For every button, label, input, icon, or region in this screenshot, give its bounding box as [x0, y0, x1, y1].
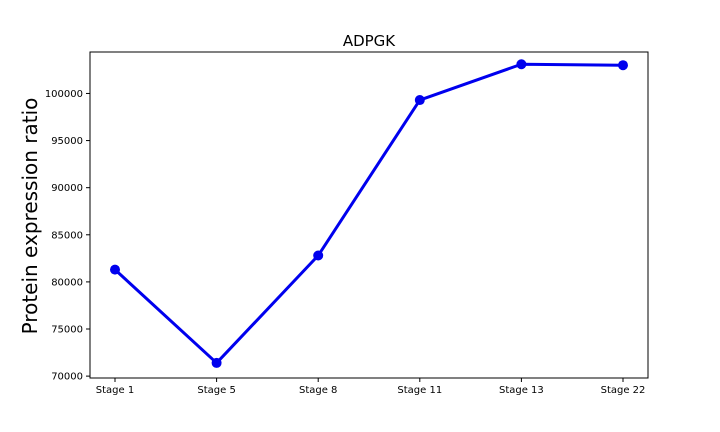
- series-layer: [110, 59, 628, 368]
- y-tick-label: 100000: [45, 89, 83, 100]
- chart-title: ADPGK: [343, 32, 396, 50]
- data-point: [516, 59, 527, 70]
- y-tick-label: 75000: [51, 325, 83, 336]
- x-tick-label: Stage 13: [499, 385, 544, 396]
- x-tick-label: Stage 11: [397, 385, 442, 396]
- y-tick-label: 80000: [51, 277, 83, 288]
- x-axis-ticks: Stage 1 Stage 5 Stage 8 Stage 11 Stage 13 Sta…: [96, 378, 646, 396]
- data-point: [414, 95, 425, 106]
- series-line: [113, 62, 624, 365]
- plot-frame: [89, 51, 649, 379]
- data-point: [211, 357, 222, 368]
- x-tick-label: Stage 8: [299, 385, 337, 396]
- y-tick-label: 95000: [51, 136, 83, 147]
- x-tick-label: Stage 22: [601, 385, 646, 396]
- y-tick-label: 70000: [51, 372, 83, 383]
- x-tick-label: Stage 5: [197, 385, 235, 396]
- data-point: [618, 60, 628, 71]
- data-point: [110, 264, 120, 275]
- y-axis-ticks: 70000 75000 80000 85000 90000 95000 100000: [45, 89, 90, 383]
- y-tick-label: 90000: [51, 183, 83, 194]
- x-tick-label: Stage 1: [96, 385, 134, 396]
- data-point: [313, 250, 324, 261]
- y-tick-label: 85000: [51, 230, 83, 241]
- y-axis-label: Protein expression ratio: [18, 98, 42, 335]
